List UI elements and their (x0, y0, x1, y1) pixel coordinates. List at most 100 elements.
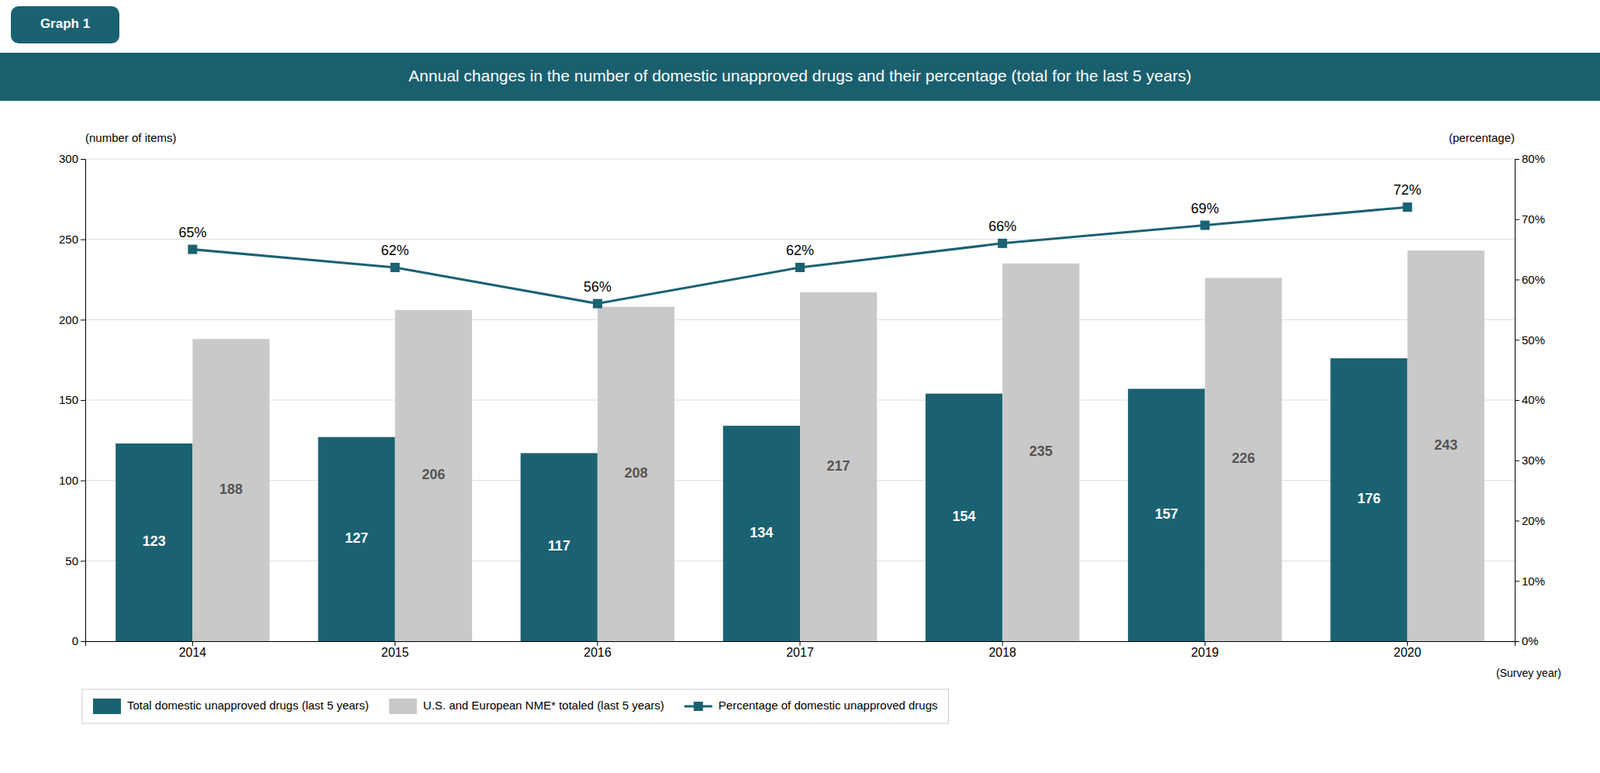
tick-label: 300 (58, 151, 79, 166)
bar (1407, 250, 1485, 642)
tick: 150 (58, 393, 86, 407)
tick: 2019 (1191, 641, 1220, 659)
legend-frame (82, 689, 949, 724)
bar-label: 188 (219, 481, 243, 497)
bar-label: 127 (344, 530, 369, 546)
marker (593, 299, 603, 309)
tick-label: 0% (1521, 634, 1539, 648)
tick-mark (1002, 641, 1004, 646)
bar (800, 292, 877, 642)
bar (1330, 358, 1407, 642)
legend-swatch (389, 698, 418, 714)
chart-svg: Graph 1Annual changes in the number of d… (0, 0, 1600, 773)
tick-mark (80, 560, 86, 562)
tick-mark (80, 319, 86, 321)
tick-label: 60% (1521, 272, 1545, 287)
tick-label: 2015 (381, 645, 410, 659)
bar-label: 157 (1155, 506, 1179, 522)
tick: 2017 (786, 641, 814, 659)
y-axis-title: (number of items) (85, 131, 177, 145)
data-labels: 123 127 117 134 154 157 176 188 206 208 217 235 226 2… (142, 182, 1458, 554)
marker (390, 262, 400, 273)
point-label: 65% (178, 224, 207, 241)
tick: 10% (1514, 574, 1545, 588)
bar-label: 154 (952, 508, 976, 525)
tick: 20% (1514, 513, 1545, 528)
tick-label: 2016 (583, 645, 612, 659)
grid-line (85, 158, 1515, 160)
tick: 2020 (1393, 641, 1422, 659)
axis-line (86, 641, 1516, 647)
tick-label: 50 (65, 554, 79, 568)
marker (795, 262, 805, 273)
tick: 250 (58, 232, 86, 246)
tick-label: 50% (1521, 333, 1545, 347)
tick-label: 40% (1521, 393, 1545, 407)
legend: Total domestic unapproved drugs (last 5 … (82, 689, 949, 724)
tick-mark (1514, 158, 1520, 160)
tick-mark (394, 641, 396, 646)
tick-mark (80, 158, 86, 160)
bar (520, 452, 598, 642)
bar (925, 393, 1003, 642)
tick-mark (596, 641, 598, 646)
tick-mark (800, 641, 801, 646)
bar-label: 176 (1357, 490, 1381, 507)
bar-label: 226 (1231, 450, 1256, 466)
point-label: 62% (786, 242, 814, 259)
axis-line (80, 159, 87, 642)
bar-label: 134 (749, 524, 773, 541)
tick-label: 2014 (179, 645, 207, 659)
legend-item: U.S. and European NME* totaled (last 5 y… (389, 698, 665, 714)
line-series (187, 202, 1412, 308)
point-label: 62% (381, 242, 410, 259)
tick-mark (80, 641, 86, 642)
tick-label: 100 (58, 473, 79, 487)
tick: 0 (72, 634, 86, 648)
legend-item: Percentage of domestic unapproved drugs (684, 698, 938, 712)
bar-label: 206 (421, 466, 445, 483)
marks (115, 202, 1485, 642)
marker (997, 238, 1007, 249)
tick-label: 2018 (988, 645, 1017, 659)
legend-item: Total domestic unapproved drugs (last 5 … (93, 698, 369, 714)
tick-label: 2017 (786, 645, 814, 659)
point-label: 56% (583, 279, 612, 295)
tick-label: 20% (1521, 513, 1545, 528)
tick-mark (1514, 219, 1520, 221)
tick-mark (1514, 580, 1520, 582)
tick: 50 (65, 554, 86, 568)
legend-swatch (93, 698, 121, 714)
x-axis: 2014 2015 2016 2017 2018 2019 2020 (86, 641, 1516, 659)
tick-mark (1514, 460, 1520, 462)
bar-label: 235 (1029, 443, 1053, 459)
tick-label: 80% (1521, 151, 1545, 166)
tick-mark (1514, 641, 1520, 642)
point-label: 69% (1190, 200, 1219, 217)
bar-label: 208 (624, 465, 648, 481)
tick: 70% (1514, 212, 1545, 226)
tick: 40% (1514, 393, 1545, 407)
legend-label: Total domestic unapproved drugs (last 5 … (127, 698, 369, 712)
tick: 60% (1514, 272, 1545, 287)
bar (192, 338, 269, 642)
tick: 30% (1514, 453, 1545, 467)
marker (1403, 202, 1413, 212)
bar-label: 217 (827, 458, 851, 474)
line (192, 206, 1407, 304)
tick-label: 200 (58, 313, 79, 327)
tick: 50% (1514, 333, 1545, 347)
legend-marker (693, 701, 704, 711)
tick-mark (80, 400, 86, 401)
title: Annual changes in the number of domestic… (408, 66, 1192, 85)
tick: 2018 (988, 641, 1017, 659)
tick-mark (1406, 641, 1408, 646)
bar-label: 117 (548, 537, 571, 554)
bar (597, 306, 675, 642)
tick-label: 250 (58, 232, 79, 246)
bar-label: 243 (1434, 437, 1458, 453)
bar-label: 123 (142, 533, 166, 549)
tick-label: 0 (72, 634, 79, 648)
axis-line (1515, 159, 1521, 642)
marker (187, 244, 197, 255)
